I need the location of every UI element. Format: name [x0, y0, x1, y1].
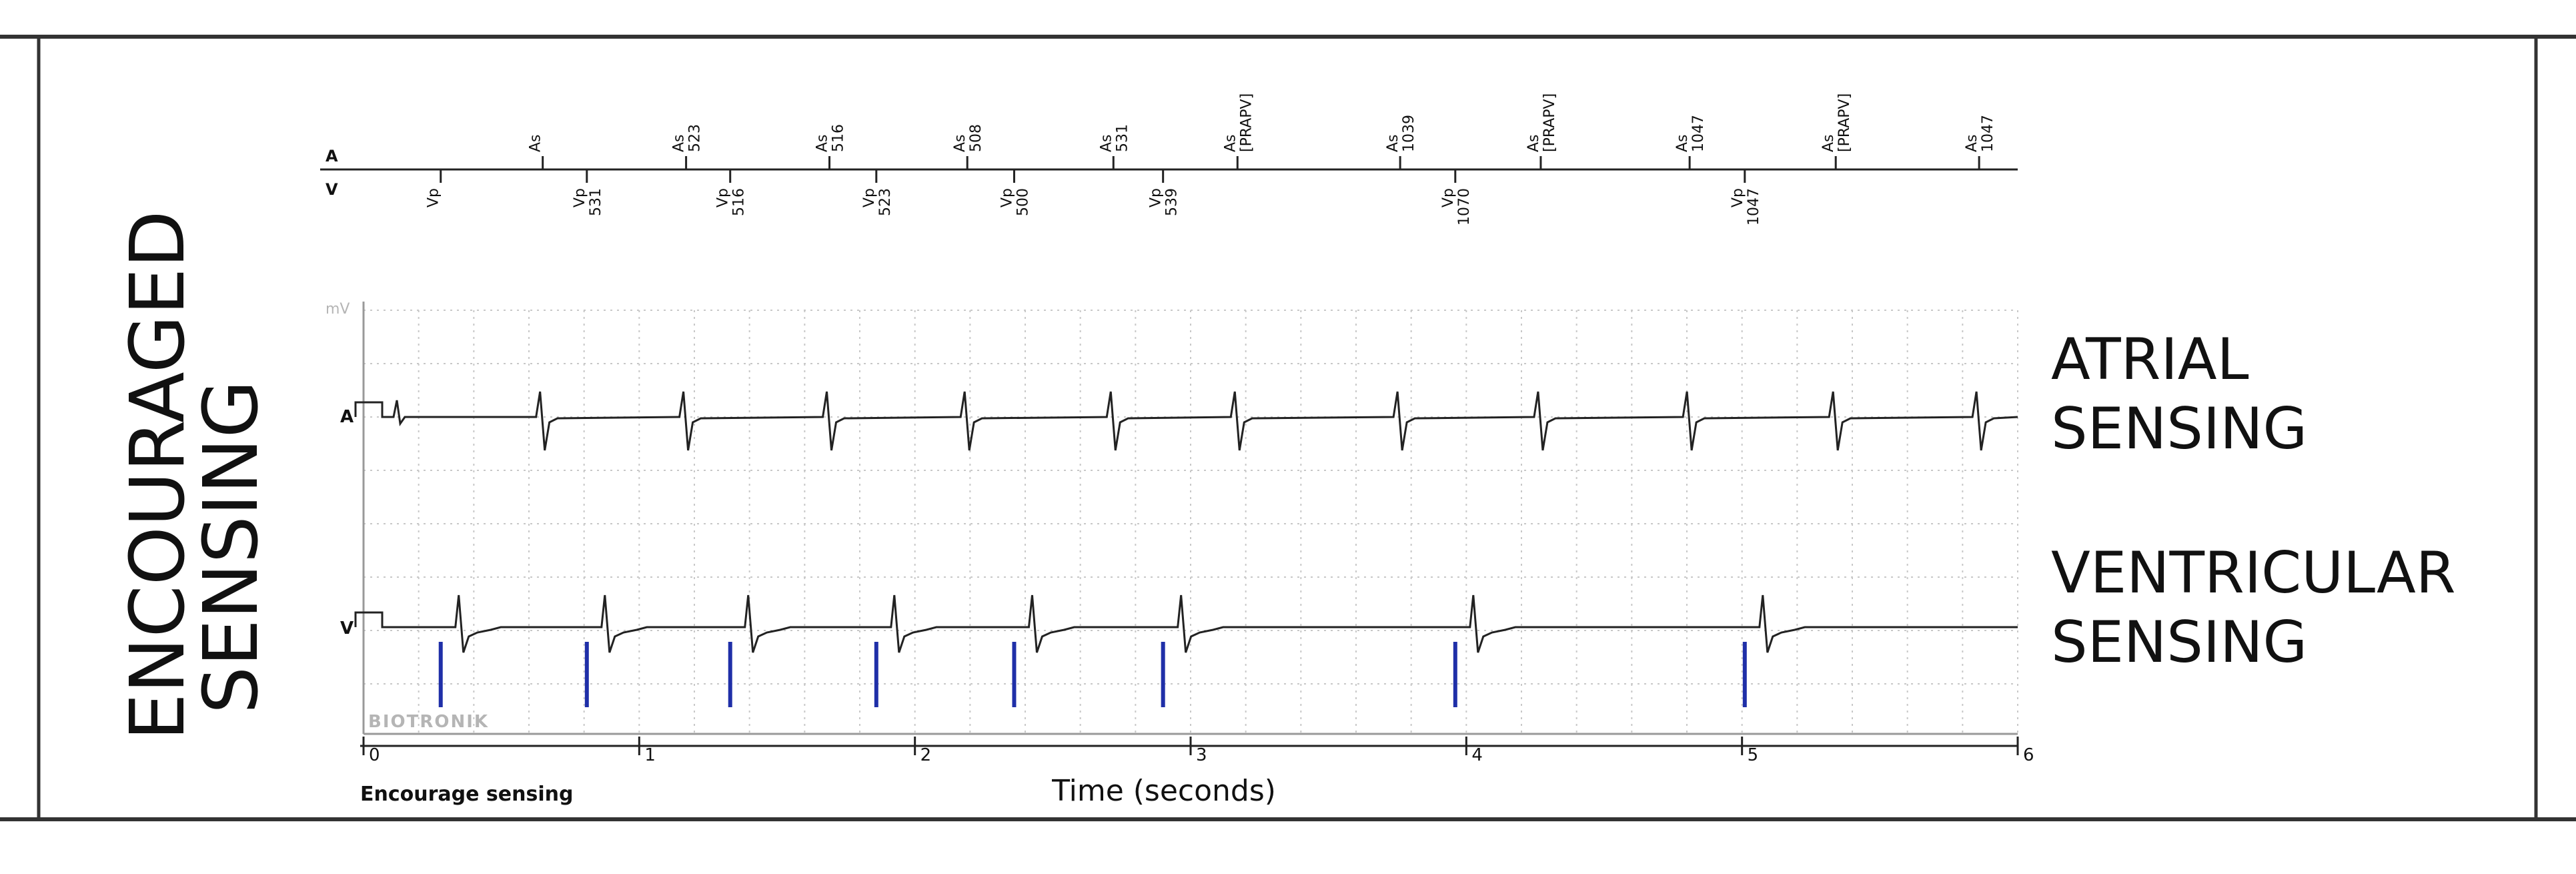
- ventricular-marker-value: 523: [877, 188, 894, 216]
- marker-channel-label-a: A: [326, 147, 338, 165]
- ventricular-marker: Vp 1047: [1730, 188, 1762, 226]
- brand-watermark: BIOTRONIK: [368, 712, 489, 732]
- ventricular-sensing-line-1: VENTRICULAR: [2051, 540, 2456, 606]
- ventricular-marker-value: 1070: [1456, 188, 1473, 226]
- atrial-marker: As [PRAPV]: [1820, 93, 1853, 152]
- atrial-marker: As 1047: [1964, 115, 1996, 152]
- ventricular-marker-label: Vp: [572, 188, 588, 207]
- atrial-sensing-label: ATRIAL SENSING: [2051, 326, 2307, 462]
- ventricular-egm-trace: [354, 594, 2018, 653]
- atrial-marker-value: [PRAPV]: [1541, 93, 1558, 152]
- ventricular-marker-value: 531: [588, 188, 604, 216]
- atrial-sensing-line-2: SENSING: [2051, 396, 2307, 462]
- ventricular-marker: Vp 500: [999, 188, 1031, 216]
- side-title-line-1: ENCOURAGED: [115, 210, 201, 741]
- ventricular-markers: Vp Vp 531 Vp 516 Vp 523 Vp 500 Vp 539 Vp 1070 Vp 1047: [426, 169, 1762, 226]
- atrial-marker-value: 1047: [1980, 115, 1996, 152]
- time-tick-label: 4: [1471, 745, 1483, 765]
- atrial-marker: As [PRAPV]: [1222, 93, 1255, 152]
- time-tick-label: 2: [920, 745, 932, 765]
- trace-label-a: A: [340, 407, 354, 427]
- atrial-marker: As 1039: [1385, 115, 1417, 152]
- atrial-marker: As 516: [814, 124, 847, 152]
- side-title: ENCOURAGED SENSING: [115, 210, 275, 741]
- ventricular-sensing-line-2: SENSING: [2051, 609, 2307, 676]
- atrial-marker-label: As: [1674, 134, 1691, 152]
- egm-panel: mV A V BIOTRONIK: [326, 301, 2018, 735]
- ventricular-marker-value: 1047: [1746, 188, 1762, 226]
- ventricular-marker: Vp 531: [572, 188, 604, 216]
- ventricular-marker: Vp 523: [861, 188, 894, 216]
- time-tick-label: 0: [369, 745, 380, 765]
- ventricular-marker: Vp 516: [715, 188, 748, 216]
- ventricular-marker-label: Vp: [999, 188, 1015, 207]
- atrial-marker-label: As: [814, 134, 831, 152]
- ventricular-marker: Vp 539: [1148, 188, 1181, 216]
- atrial-marker-value: 1047: [1690, 115, 1707, 152]
- ventricular-marker-value: 539: [1164, 188, 1181, 216]
- atrial-marker-label: As: [671, 134, 688, 152]
- atrial-marker-value: 1039: [1401, 115, 1417, 152]
- pace-spikes: [438, 642, 1747, 707]
- ventricular-marker-label: Vp: [426, 188, 442, 207]
- marker-channel-label-v: V: [326, 180, 338, 199]
- atrial-marker-label: As: [528, 134, 544, 152]
- time-tick-label: 5: [1748, 745, 1759, 765]
- atrial-marker: As 1047: [1674, 115, 1707, 152]
- ventricular-marker-label: Vp: [1440, 188, 1457, 207]
- atrial-marker: As [PRAPV]: [1525, 93, 1558, 152]
- ventricular-marker-label: Vp: [861, 188, 878, 207]
- atrial-marker-value: [PRAPV]: [1836, 93, 1853, 152]
- atrial-marker-value: [PRAPV]: [1238, 93, 1255, 152]
- atrial-egm-trace: [354, 391, 2018, 451]
- atrial-marker: As: [528, 134, 544, 152]
- atrial-marker-label: As: [1964, 134, 1980, 152]
- time-tick-label: 3: [1196, 745, 1207, 765]
- atrial-marker: As 523: [671, 124, 704, 152]
- atrial-marker-value: 523: [687, 124, 704, 152]
- atrial-marker: As 508: [952, 124, 985, 152]
- atrial-sensing-line-1: ATRIAL: [2051, 326, 2249, 393]
- ventricular-marker: Vp 1070: [1440, 188, 1473, 226]
- atrial-marker-label: As: [1385, 134, 1401, 152]
- atrial-marker-value: 508: [968, 124, 985, 152]
- ventricular-marker: Vp: [426, 188, 442, 207]
- atrial-marker-label: As: [1820, 134, 1837, 152]
- atrial-marker-value: 516: [830, 124, 847, 152]
- ventricular-marker-label: Vp: [1148, 188, 1165, 207]
- footer-label: Encourage sensing: [360, 783, 573, 806]
- time-ticks: 0 1 2 3 4 5 6: [362, 737, 2034, 765]
- mv-label: mV: [326, 301, 350, 318]
- atrial-marker-label: As: [1098, 134, 1115, 152]
- time-axis: 0 1 2 3 4 5 6 Time (seconds) Encourage sensing: [360, 737, 2034, 808]
- ventricular-marker-value: 516: [731, 188, 748, 216]
- atrial-marker: As 531: [1098, 124, 1131, 152]
- ventricular-marker-label: Vp: [715, 188, 732, 207]
- grid: [363, 310, 2018, 734]
- time-axis-label: Time (seconds): [1051, 774, 1276, 808]
- atrial-marker-value: 531: [1114, 124, 1131, 152]
- atrial-marker-label: As: [952, 134, 969, 152]
- ventricular-sensing-label: VENTRICULAR SENSING: [2051, 540, 2456, 676]
- marker-channel: A V As As 523 As 516 As 508 As 531 As [PRAPV] As 103…: [320, 93, 2018, 226]
- atrial-marker-label: As: [1525, 134, 1542, 152]
- time-tick-label: 1: [644, 745, 656, 765]
- trace-label-v: V: [340, 618, 354, 638]
- atrial-markers: As As 523 As 516 As 508 As 531 As [PRAPV] As 1039 As[…: [528, 93, 1996, 169]
- ventricular-marker-value: 500: [1015, 188, 1031, 216]
- time-tick-label: 6: [2023, 745, 2034, 765]
- side-title-line-2: SENSING: [188, 380, 275, 714]
- atrial-marker-label: As: [1222, 134, 1239, 152]
- ventricular-marker-label: Vp: [1730, 188, 1746, 207]
